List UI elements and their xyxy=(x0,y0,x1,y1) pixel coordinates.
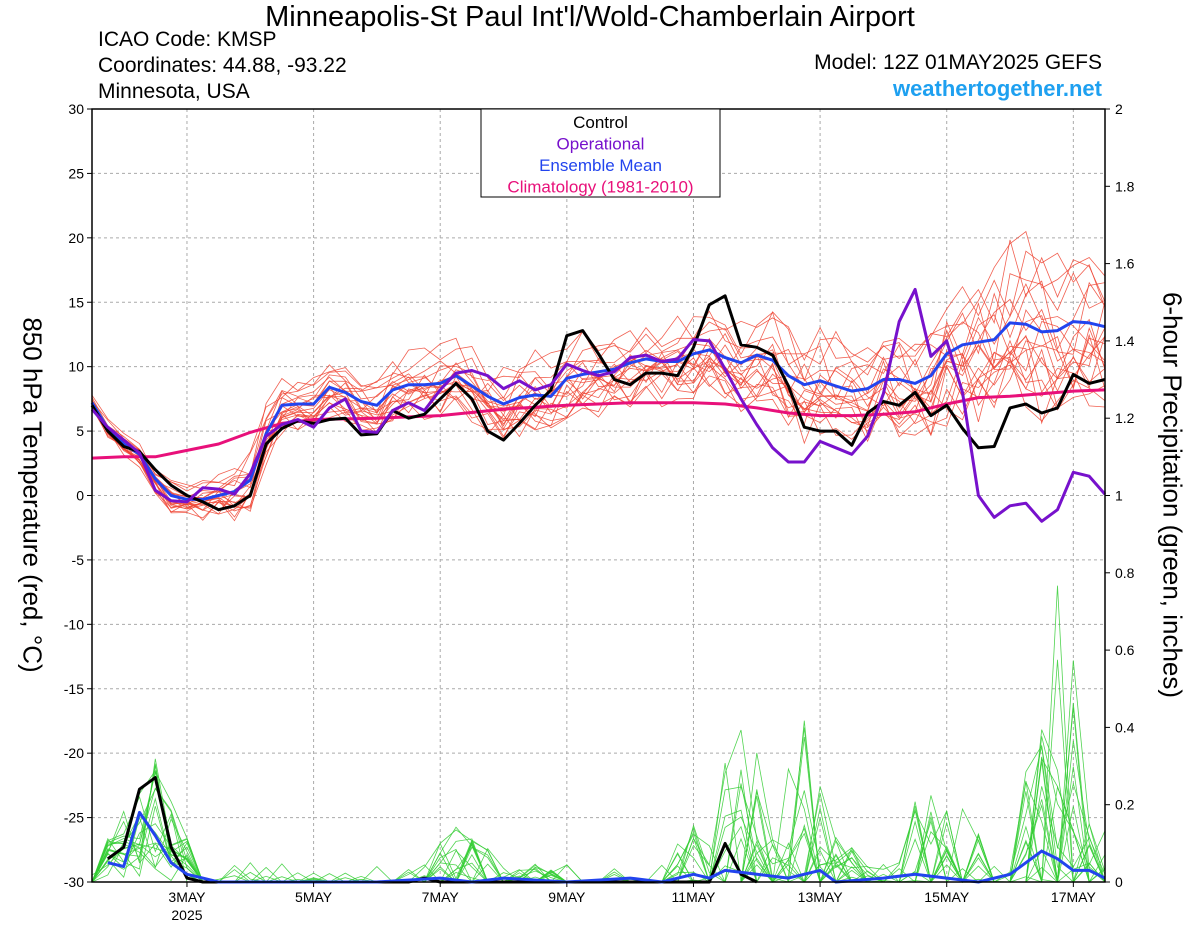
precip-member-line xyxy=(91,765,1106,884)
coordinates: Coordinates: 44.88, -93.22 xyxy=(98,54,347,77)
right-tick-label: 1.4 xyxy=(1115,333,1135,349)
ensemble-members xyxy=(91,230,1106,884)
x-tick-label: 17MAY xyxy=(1051,889,1097,905)
temp-member-line xyxy=(91,337,1106,518)
temp-climatology-1981-2010-line xyxy=(91,388,1106,460)
left-tick-label: 10 xyxy=(68,359,84,375)
precip-ensemble-mean-line xyxy=(107,810,1106,884)
left-tick-label: -15 xyxy=(64,681,84,697)
chart-title: Minneapolis-St Paul Int'l/Wold-Chamberla… xyxy=(265,1,915,33)
right-tick-label: 2 xyxy=(1115,101,1123,117)
grid xyxy=(92,109,1105,882)
site-brand[interactable]: weathertogether.net xyxy=(892,76,1102,101)
model-run: Model: 12Z 01MAY2025 GEFS xyxy=(814,51,1102,74)
right-tick-label: 1.6 xyxy=(1115,256,1135,272)
axis-ticks: -30-25-20-15-10-505101520253000.20.40.60… xyxy=(64,101,1135,923)
left-tick-label: -10 xyxy=(64,616,84,632)
precip-control-line xyxy=(106,776,758,884)
x-tick-year: 2025 xyxy=(171,907,202,923)
right-tick-label: 1 xyxy=(1115,488,1123,504)
precip-member-line xyxy=(91,702,1106,884)
left-tick-label: -25 xyxy=(64,810,84,826)
right-tick-label: 0.8 xyxy=(1115,565,1135,581)
precip-member-line xyxy=(91,729,1106,884)
x-tick-label: 7MAY xyxy=(422,889,460,905)
precip-member-line xyxy=(91,707,1106,883)
right-tick-label: 1.2 xyxy=(1115,410,1135,426)
x-tick-label: 15MAY xyxy=(924,889,970,905)
left-tick-label: -20 xyxy=(64,745,84,761)
precip-member-line xyxy=(91,767,1106,883)
right-tick-label: 1.8 xyxy=(1115,178,1135,194)
x-tick-label: 13MAY xyxy=(798,889,844,905)
left-tick-label: 15 xyxy=(68,294,84,310)
precip-member-line xyxy=(91,727,1105,883)
left-tick-label: 20 xyxy=(68,230,84,246)
x-tick-label: 11MAY xyxy=(672,889,716,905)
legend-entry: Climatology (1981-2010) xyxy=(507,178,693,197)
x-tick-label: 5MAY xyxy=(295,889,333,905)
left-tick-label: -5 xyxy=(72,552,85,568)
legend: Control Operational Ensemble Mean Climatolo… xyxy=(480,108,721,198)
temp-member-line xyxy=(91,230,1106,490)
state-location: Minnesota, USA xyxy=(98,80,250,103)
precip-member-line xyxy=(91,785,1106,883)
precip-member-line xyxy=(91,585,1106,884)
left-tick-label: 5 xyxy=(76,423,84,439)
precip-member-line xyxy=(91,720,1106,883)
right-tick-label: 0.4 xyxy=(1115,719,1135,735)
left-tick-label: 0 xyxy=(76,488,84,504)
temp-member-line xyxy=(91,272,1106,499)
left-tick-label: 25 xyxy=(68,165,84,181)
precip-member-line xyxy=(91,659,1105,883)
right-tick-label: 0.6 xyxy=(1115,642,1135,658)
temp-member-line xyxy=(91,280,1106,498)
legend-entry: Ensemble Mean xyxy=(539,156,662,175)
series-lines xyxy=(90,287,1107,884)
legend-entry: Control xyxy=(573,113,628,132)
icao-code: ICAO Code: KMSP xyxy=(98,28,277,51)
temp-control-line xyxy=(90,294,1106,512)
left-tick-label: 30 xyxy=(68,101,84,117)
temp-member-line xyxy=(91,250,1106,489)
x-tick-label: 9MAY xyxy=(548,889,586,905)
right-tick-label: 0.2 xyxy=(1115,797,1135,813)
precip-member-line xyxy=(91,660,1106,883)
x-tick-label: 3MAY xyxy=(168,889,206,905)
temp-ensemble-mean-line xyxy=(90,320,1106,501)
right-tick-label: 0 xyxy=(1115,874,1123,890)
temp-operational-line xyxy=(90,287,1107,523)
legend-box xyxy=(480,108,721,198)
left-tick-label: -30 xyxy=(64,874,84,890)
precip-member-line xyxy=(91,791,1105,883)
legend-entry: Operational xyxy=(557,135,645,154)
